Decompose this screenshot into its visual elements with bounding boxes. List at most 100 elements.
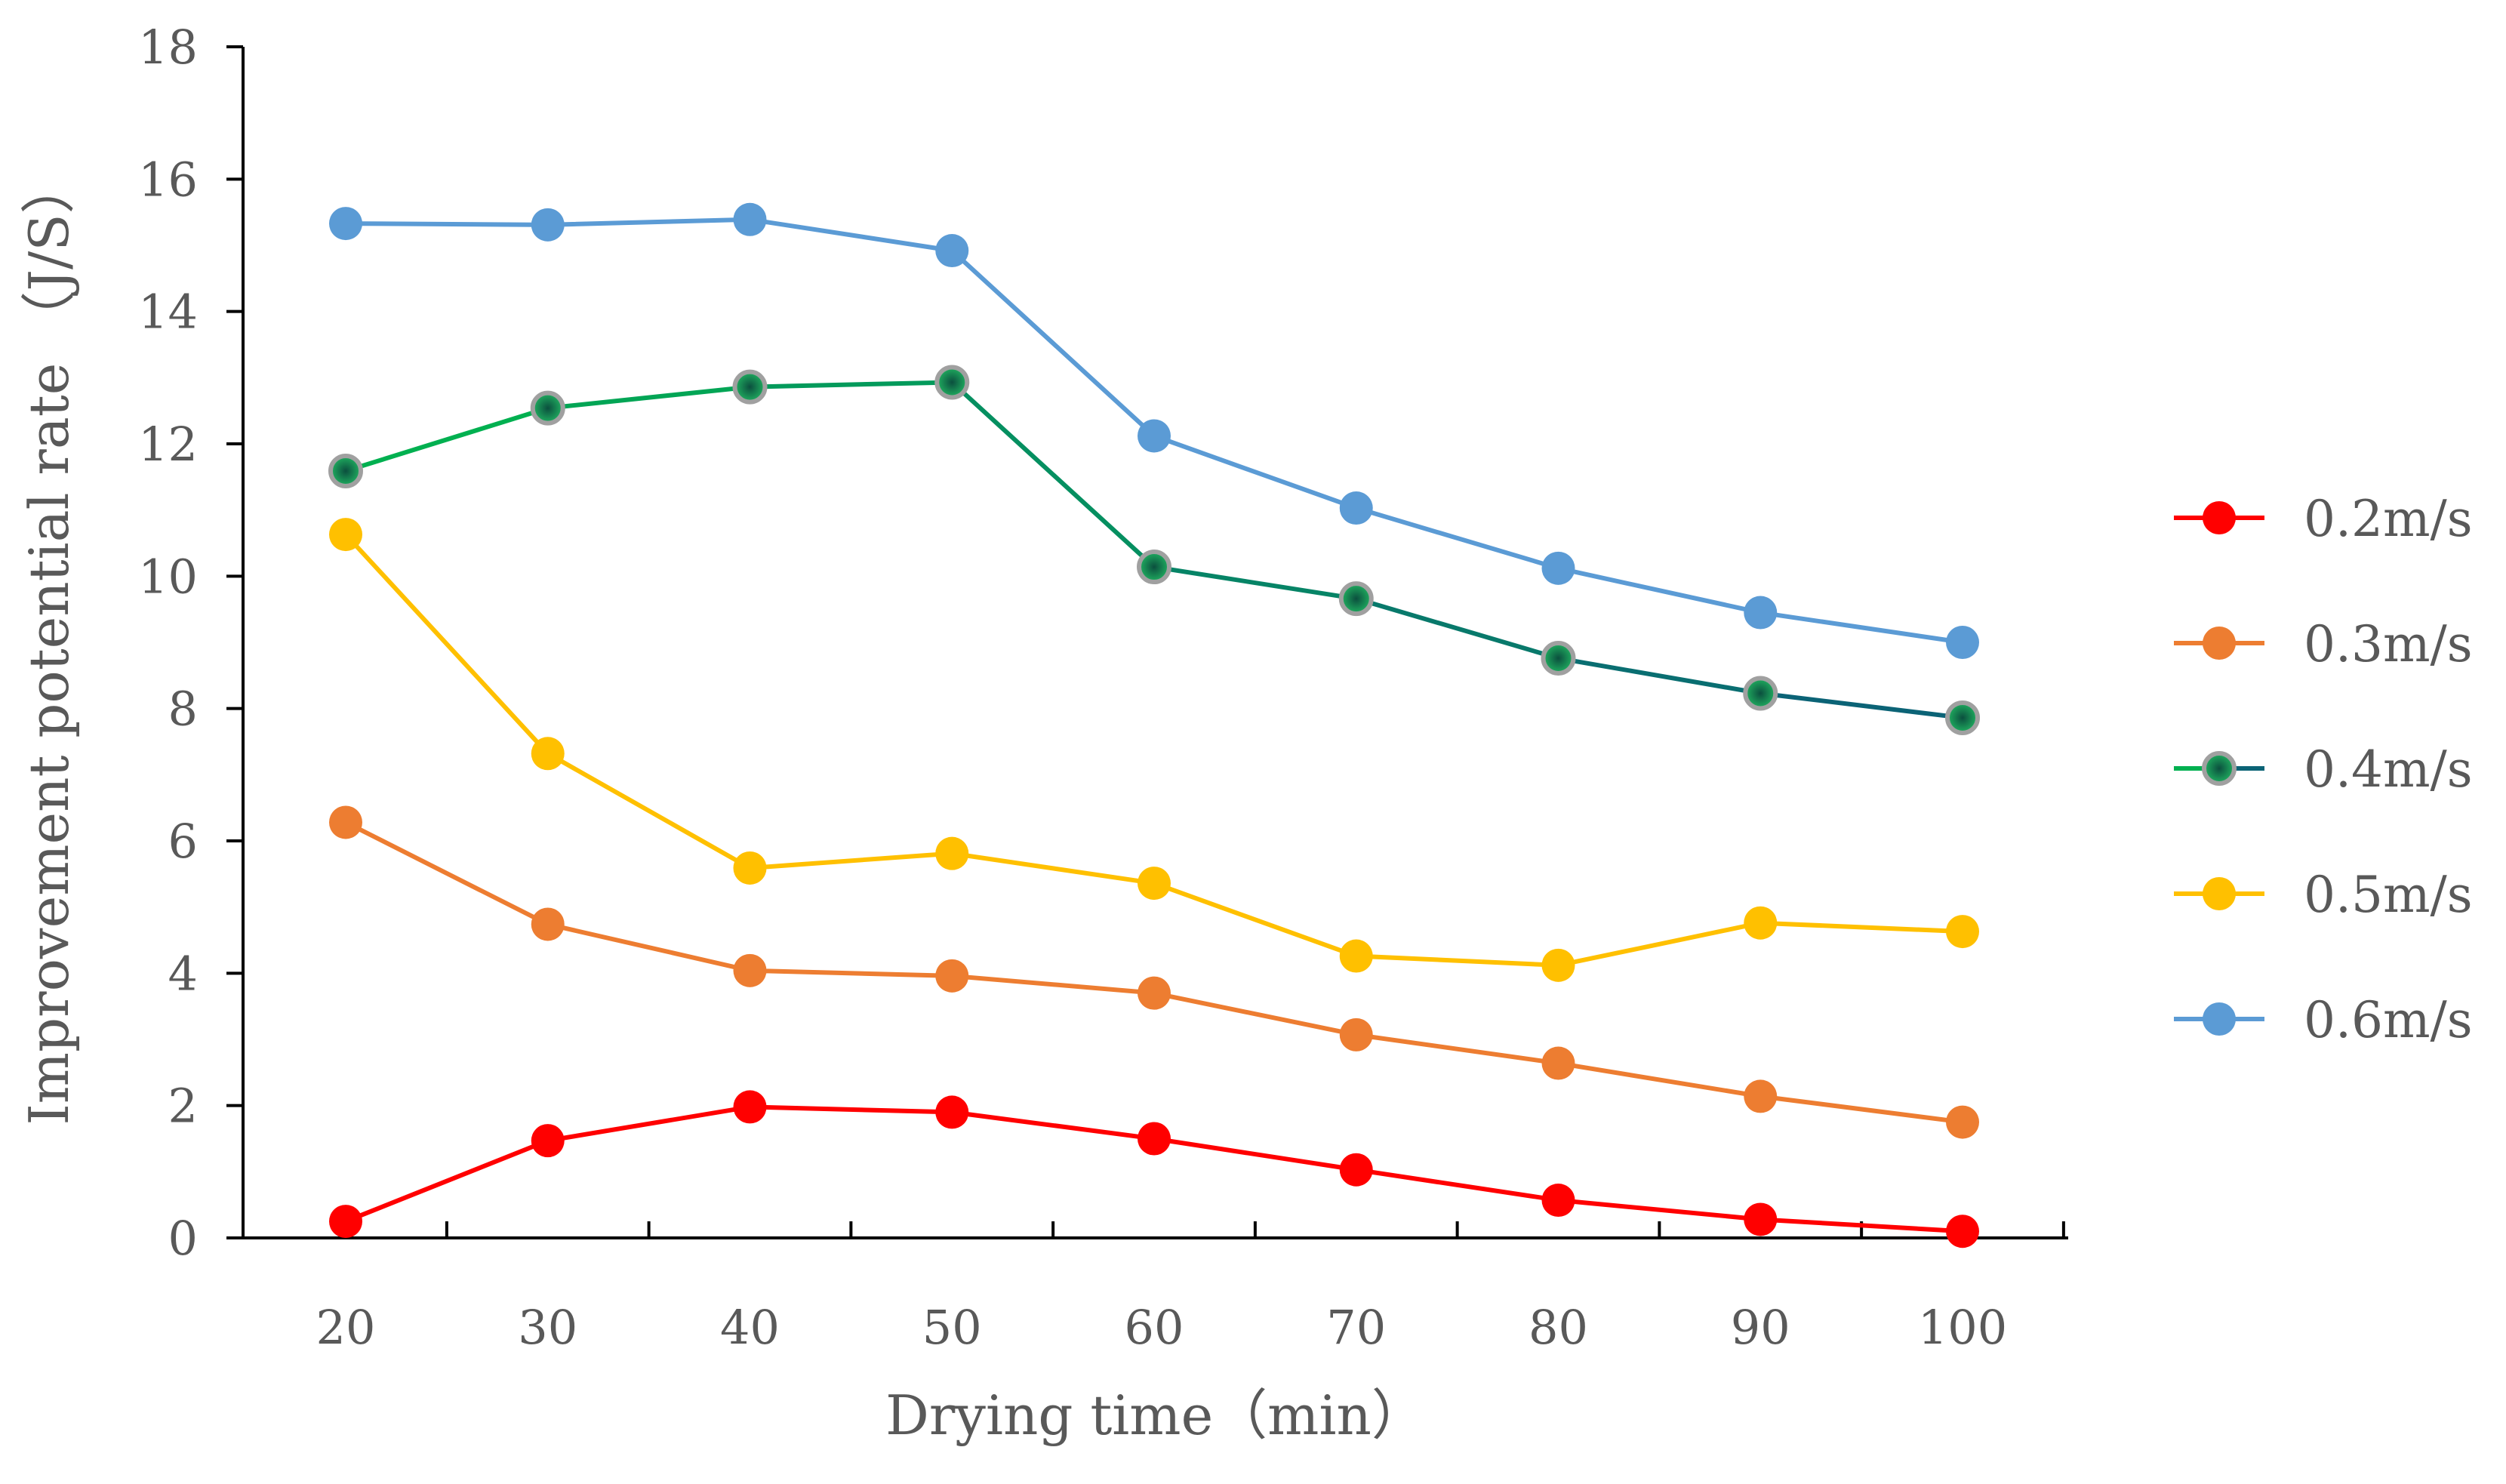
data-point — [1138, 867, 1171, 901]
data-point — [1541, 641, 1576, 676]
series-line-segment — [747, 217, 955, 254]
data-point — [531, 1124, 565, 1158]
y-tick-label: 6 — [168, 814, 198, 869]
data-point — [732, 369, 768, 405]
data-point — [733, 953, 767, 987]
data-point — [1744, 1202, 1778, 1236]
legend-entry: 0.5m/s — [2174, 866, 2473, 924]
series-line-segment — [1152, 565, 1359, 602]
series-line-segment — [1556, 1061, 1763, 1099]
legend-entry: 0.6m/s — [2174, 991, 2473, 1049]
data-point — [531, 208, 565, 242]
series-line-segment — [1758, 920, 1965, 934]
legend-marker — [2203, 627, 2236, 660]
data-point — [935, 1095, 969, 1129]
x-tick-label: 80 — [1529, 1300, 1588, 1355]
x-tick-label: 90 — [1731, 1300, 1790, 1355]
series-line-segment — [343, 532, 550, 756]
series-line-segment — [950, 973, 1156, 996]
series-line-segment — [1353, 1032, 1561, 1066]
x-tick-label: 60 — [1125, 1300, 1184, 1355]
series-line-segment — [950, 248, 1156, 439]
data-point — [328, 453, 363, 488]
series-layer — [328, 202, 1980, 1248]
x-tick-label: 30 — [518, 1300, 577, 1355]
legend-label: 0.6m/s — [2304, 991, 2473, 1049]
legend-label: 0.5m/s — [2304, 866, 2473, 924]
series-line-segment — [1353, 596, 1561, 661]
series-line-segment — [1556, 1198, 1763, 1222]
y-tick-label: 10 — [138, 549, 198, 604]
data-point — [1541, 948, 1575, 982]
legend: 0.2m/s 0.3m/s 0.4m/s 0.5m/s 0.6m/s — [2174, 490, 2473, 1049]
series-line-segment — [747, 1104, 955, 1115]
series-line-segment — [343, 405, 550, 473]
plot-area: 0 2 4 6 8 10 12 14 16 18 20 30 40 50 60 70 80 90 100 — [138, 20, 2068, 1355]
data-point — [733, 851, 767, 885]
legend-marker — [2203, 877, 2236, 910]
data-point — [329, 1205, 362, 1239]
series-line-segment — [1353, 953, 1561, 968]
series-line-segment — [1556, 920, 1763, 968]
legend-marker — [2202, 751, 2237, 786]
data-point — [935, 836, 969, 870]
x-tick-label: 50 — [922, 1300, 982, 1355]
series-line-segment — [950, 851, 1156, 886]
y-axis-ticks: 0 2 4 6 8 10 12 14 16 18 — [138, 20, 243, 1266]
legend-label: 0.2m/s — [2304, 490, 2473, 548]
legend-label: 0.3m/s — [2304, 615, 2473, 673]
x-tick-label: 100 — [1918, 1300, 2007, 1355]
data-point — [1744, 596, 1778, 630]
series-0-2m-s — [329, 1090, 1979, 1248]
series-line-segment — [1556, 656, 1763, 696]
series-line-segment — [343, 221, 550, 227]
data-point — [329, 805, 362, 839]
series-line-segment — [1758, 691, 1965, 720]
legend-marker — [2203, 501, 2236, 534]
series-line-segment — [1152, 433, 1359, 511]
series-line-segment — [1152, 990, 1359, 1037]
data-point — [1541, 551, 1575, 585]
series-line-segment — [545, 1104, 753, 1144]
x-tick-label: 40 — [720, 1300, 780, 1355]
data-point — [329, 207, 362, 241]
data-point — [1339, 491, 1373, 525]
data-point — [935, 234, 969, 268]
series-0-6m-s — [329, 202, 1979, 659]
data-point — [934, 365, 970, 400]
series-line-segment — [1758, 1217, 1965, 1234]
series-line-segment — [545, 922, 753, 973]
series-line-segment — [343, 1138, 550, 1224]
y-tick-label: 16 — [138, 152, 198, 207]
series-line-segment — [343, 820, 550, 927]
data-point — [1945, 700, 1980, 735]
y-tick-label: 4 — [168, 946, 198, 1001]
data-point — [1541, 1046, 1575, 1080]
data-point — [1137, 550, 1171, 585]
series-line-segment — [747, 851, 955, 870]
series-line-segment — [545, 751, 753, 870]
data-point — [1339, 1018, 1373, 1051]
data-point — [1946, 915, 1979, 949]
data-point — [1946, 1215, 1979, 1248]
data-point — [1338, 581, 1374, 617]
y-tick-label: 8 — [168, 682, 198, 737]
data-point — [1138, 419, 1171, 453]
y-tick-label: 12 — [138, 417, 198, 472]
series-line-segment — [1152, 1136, 1359, 1172]
y-tick-label: 18 — [138, 20, 198, 75]
data-point — [935, 959, 969, 993]
data-point — [1744, 906, 1778, 940]
series-line-segment — [545, 384, 753, 411]
data-point — [531, 907, 565, 941]
series-line-segment — [1353, 1167, 1561, 1203]
legend-entry: 0.4m/s — [2174, 740, 2473, 799]
series-line-segment — [747, 380, 955, 389]
x-axis-ticks: 20 30 40 50 60 70 80 90 100 — [316, 1221, 2065, 1355]
series-line-segment — [1152, 881, 1359, 959]
legend-entry: 0.3m/s — [2174, 615, 2473, 673]
data-point — [1744, 1079, 1778, 1113]
series-0-5m-s — [329, 518, 1979, 982]
legend-marker — [2203, 1002, 2236, 1036]
data-point — [733, 1090, 767, 1124]
